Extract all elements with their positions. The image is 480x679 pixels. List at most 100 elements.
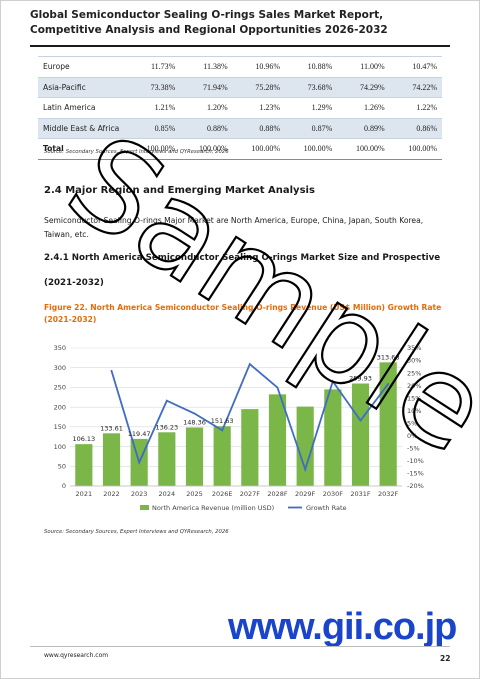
figure-source-note: Source: Secondary Sources, Expert Interv… <box>44 529 229 535</box>
share-value-cell: 74.29% <box>337 76 390 98</box>
subsection-heading: 2.4.1 North America Semiconductor Sealin… <box>44 253 441 263</box>
bar-value-label: 133.61 <box>100 424 123 432</box>
share-value-cell: 0.86% <box>389 117 442 139</box>
y-tick-label-right: 15% <box>407 394 421 402</box>
share-value-cell: 100.00% <box>337 138 390 160</box>
header-divider <box>30 45 450 47</box>
bar-value-label: 259.93 <box>349 375 372 383</box>
share-value-cell: 100.00% <box>284 138 338 160</box>
revenue-bar <box>185 427 204 486</box>
share-value-cell: 10.96% <box>232 56 285 77</box>
share-value-cell: 0.88% <box>180 117 233 139</box>
y-tick-label-right: 20% <box>407 382 421 390</box>
footer-url: www.qyresearch.com <box>44 652 109 659</box>
x-tick-label: 2029F <box>295 490 316 498</box>
region-share-table: Europe 11.73% 11.38% 10.96% 10.88% 11.00% 10.4… <box>38 56 442 160</box>
revenue-bar <box>268 394 287 486</box>
y-tick-label-left: 0 <box>62 482 66 490</box>
revenue-bar <box>296 406 314 486</box>
share-value-cell: 10.47% <box>389 56 442 77</box>
bar-value-label: 151.63 <box>211 417 234 425</box>
share-value-cell: 1.22% <box>389 97 442 118</box>
x-tick-label: 2021 <box>76 490 93 498</box>
share-value-cell: 100.00% <box>232 138 285 160</box>
section-body-text: Semiconductor Sealing O-rings Major Mark… <box>44 216 424 239</box>
revenue-bar <box>158 432 176 486</box>
growth-rate-point <box>193 412 196 415</box>
region-name-cell: Total <box>38 138 128 160</box>
x-tick-label: 2027F <box>240 490 261 498</box>
bar-value-label: 148.36 <box>183 419 206 427</box>
gii-brand-logo: www.gii.co.jp <box>228 606 457 648</box>
growth-rate-point <box>387 382 390 385</box>
region-name-cell: Middle East & Africa <box>38 117 128 139</box>
y-tick-label-left: 300 <box>54 364 66 372</box>
region-name-cell: Europe <box>38 56 128 77</box>
subsection-heading-years: (2021-2032) <box>44 278 104 288</box>
region-name-cell: Latin America <box>38 97 128 118</box>
section-heading: 2.4 Major Region and Emerging Market Ana… <box>44 185 315 196</box>
share-value-cell: 0.87% <box>284 117 338 139</box>
y-tick-label-left: 200 <box>54 403 66 411</box>
y-tick-label-left: 250 <box>54 384 66 392</box>
revenue-bar <box>379 362 397 486</box>
x-tick-label: 2023 <box>131 490 148 498</box>
share-value-cell: 1.23% <box>232 97 285 118</box>
revenue-bar <box>213 426 231 486</box>
share-value-cell: 73.38% <box>128 76 181 98</box>
revenue-bar <box>351 383 370 486</box>
share-value-cell: 11.00% <box>337 56 390 77</box>
share-value-cell: 1.26% <box>337 97 390 118</box>
bar-value-label: 136.23 <box>155 423 178 431</box>
report-title: Global Semiconductor Sealing O-rings Sal… <box>30 9 388 36</box>
share-value-cell: 100.00% <box>389 138 442 160</box>
x-tick-label: 2024 <box>159 490 176 498</box>
table-row: Europe 11.73% 11.38% 10.96% 10.88% 11.00% 10.4… <box>38 56 442 77</box>
figure-caption: Figure 22. North America Semiconductor S… <box>44 303 442 324</box>
growth-rate-point <box>359 419 362 422</box>
x-tick-label: 2026E <box>212 490 233 498</box>
share-value-cell: 0.89% <box>337 117 390 139</box>
y-tick-label-left: 50 <box>58 462 66 470</box>
table-row: Latin America 1.21% 1.20% 1.23% 1.29% 1.26% 1.… <box>38 97 442 118</box>
share-value-cell: 73.68% <box>284 76 338 98</box>
x-tick-label: 2028F <box>267 490 288 498</box>
x-tick-label: 2031F <box>350 490 371 498</box>
growth-rate-point <box>165 399 168 402</box>
share-value-cell: 1.21% <box>128 97 181 118</box>
revenue-growth-chart: 0 50 100 150 200 250 300 350 -20% -15% -10% -5% 0% 5%… <box>54 344 424 512</box>
y-tick-label-right: 5% <box>407 419 417 427</box>
share-value-cell: 0.88% <box>232 117 285 139</box>
y-tick-label-left: 150 <box>54 423 66 431</box>
bar-value-label: 119.47 <box>128 430 151 438</box>
y-tick-label-right: 35% <box>407 344 421 352</box>
x-tick-label: 2030F <box>323 490 344 498</box>
share-value-cell: 71.94% <box>180 76 233 98</box>
legend-swatch-revenue <box>140 505 149 510</box>
x-tick-label: 2022 <box>103 490 120 498</box>
table-row: Middle East & Africa 0.85% 0.88% 0.88% 0.87%… <box>38 117 442 139</box>
growth-rate-point <box>110 369 113 372</box>
revenue-bar <box>75 444 93 486</box>
revenue-bar <box>324 389 342 486</box>
y-tick-label-right: 25% <box>407 369 421 377</box>
x-tick-label: 2032F <box>378 490 399 498</box>
share-value-cell: 11.73% <box>128 56 181 77</box>
y-tick-label-right: -20% <box>407 482 424 490</box>
y-tick-label-right: -15% <box>407 470 424 478</box>
share-value-cell: 0.85% <box>128 117 181 139</box>
y-tick-label-left: 100 <box>54 443 66 451</box>
y-tick-label-left: 350 <box>54 344 66 352</box>
legend-label-growth: Growth Rate <box>306 504 347 512</box>
y-tick-label-right: 10% <box>407 407 421 415</box>
share-value-cell: 100.00% <box>180 138 233 160</box>
table-row: Asia-Pacific 73.38% 71.94% 75.28% 73.68% 74.2… <box>38 76 442 98</box>
share-value-cell: 75.28% <box>232 76 285 98</box>
bar-value-label: 106.13 <box>72 435 95 443</box>
table-source-note: Source: Secondary Sources, Expert Interv… <box>44 149 229 155</box>
y-tick-label-right: -10% <box>407 457 424 465</box>
y-tick-label-right: 30% <box>407 357 421 365</box>
region-name-cell: Asia-Pacific <box>38 76 128 98</box>
growth-rate-point <box>276 386 279 389</box>
share-value-cell: 1.29% <box>284 97 338 118</box>
